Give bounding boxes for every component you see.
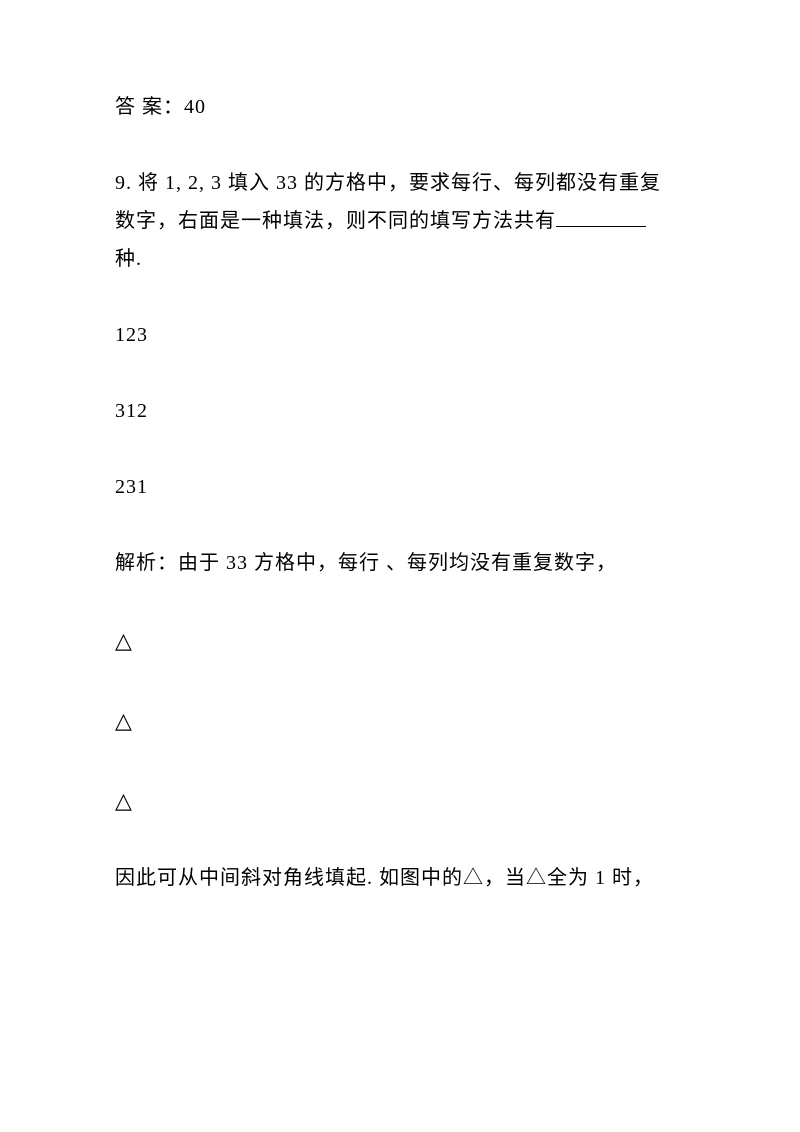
grid-row-2-text: 312 [115, 400, 148, 422]
grid-row-1-text: 123 [115, 324, 148, 346]
triangle-3: △ [115, 780, 685, 822]
grid-row-3-text: 231 [115, 476, 148, 498]
triangle-2: △ [115, 700, 685, 742]
question-text-2: 数字，右面是一种填法，则不同的填写方法共有 [115, 210, 556, 232]
conclusion-line: 因此可从中间斜对角线填起. 如图中的△，当△全为 1 时， [115, 859, 685, 897]
grid-row-3: 231 [115, 468, 685, 506]
question-text-3: 种. [115, 248, 142, 270]
question-text-1: 将 1, 2, 3 填入 33 的方格中，要求每行、每列都没有重复 [138, 172, 661, 194]
answer-line: 答 案：40 [115, 88, 685, 126]
triangle-symbol-1: △ [115, 628, 133, 653]
conclusion-text: 因此可从中间斜对角线填起. 如图中的△，当△全为 1 时， [115, 867, 654, 889]
question-9-line3: 种. [115, 240, 685, 278]
question-number: 9. [115, 172, 138, 194]
analysis-line: 解析：由于 33 方格中，每行 、每列均没有重复数字， [115, 544, 685, 582]
fill-blank [556, 207, 646, 227]
grid-row-1: 123 [115, 316, 685, 354]
question-9-line1: 9. 将 1, 2, 3 填入 33 的方格中，要求每行、每列都没有重复 [115, 164, 685, 202]
answer-label: 答 案： [115, 96, 184, 118]
analysis-text: 由于 33 方格中，每行 、每列均没有重复数字， [178, 552, 617, 574]
triangle-symbol-3: △ [115, 788, 133, 813]
triangle-1: △ [115, 620, 685, 662]
analysis-label: 解析： [115, 552, 178, 574]
triangle-symbol-2: △ [115, 708, 133, 733]
grid-row-2: 312 [115, 392, 685, 430]
question-9-line2: 数字，右面是一种填法，则不同的填写方法共有 [115, 202, 685, 240]
answer-value: 40 [184, 96, 206, 118]
